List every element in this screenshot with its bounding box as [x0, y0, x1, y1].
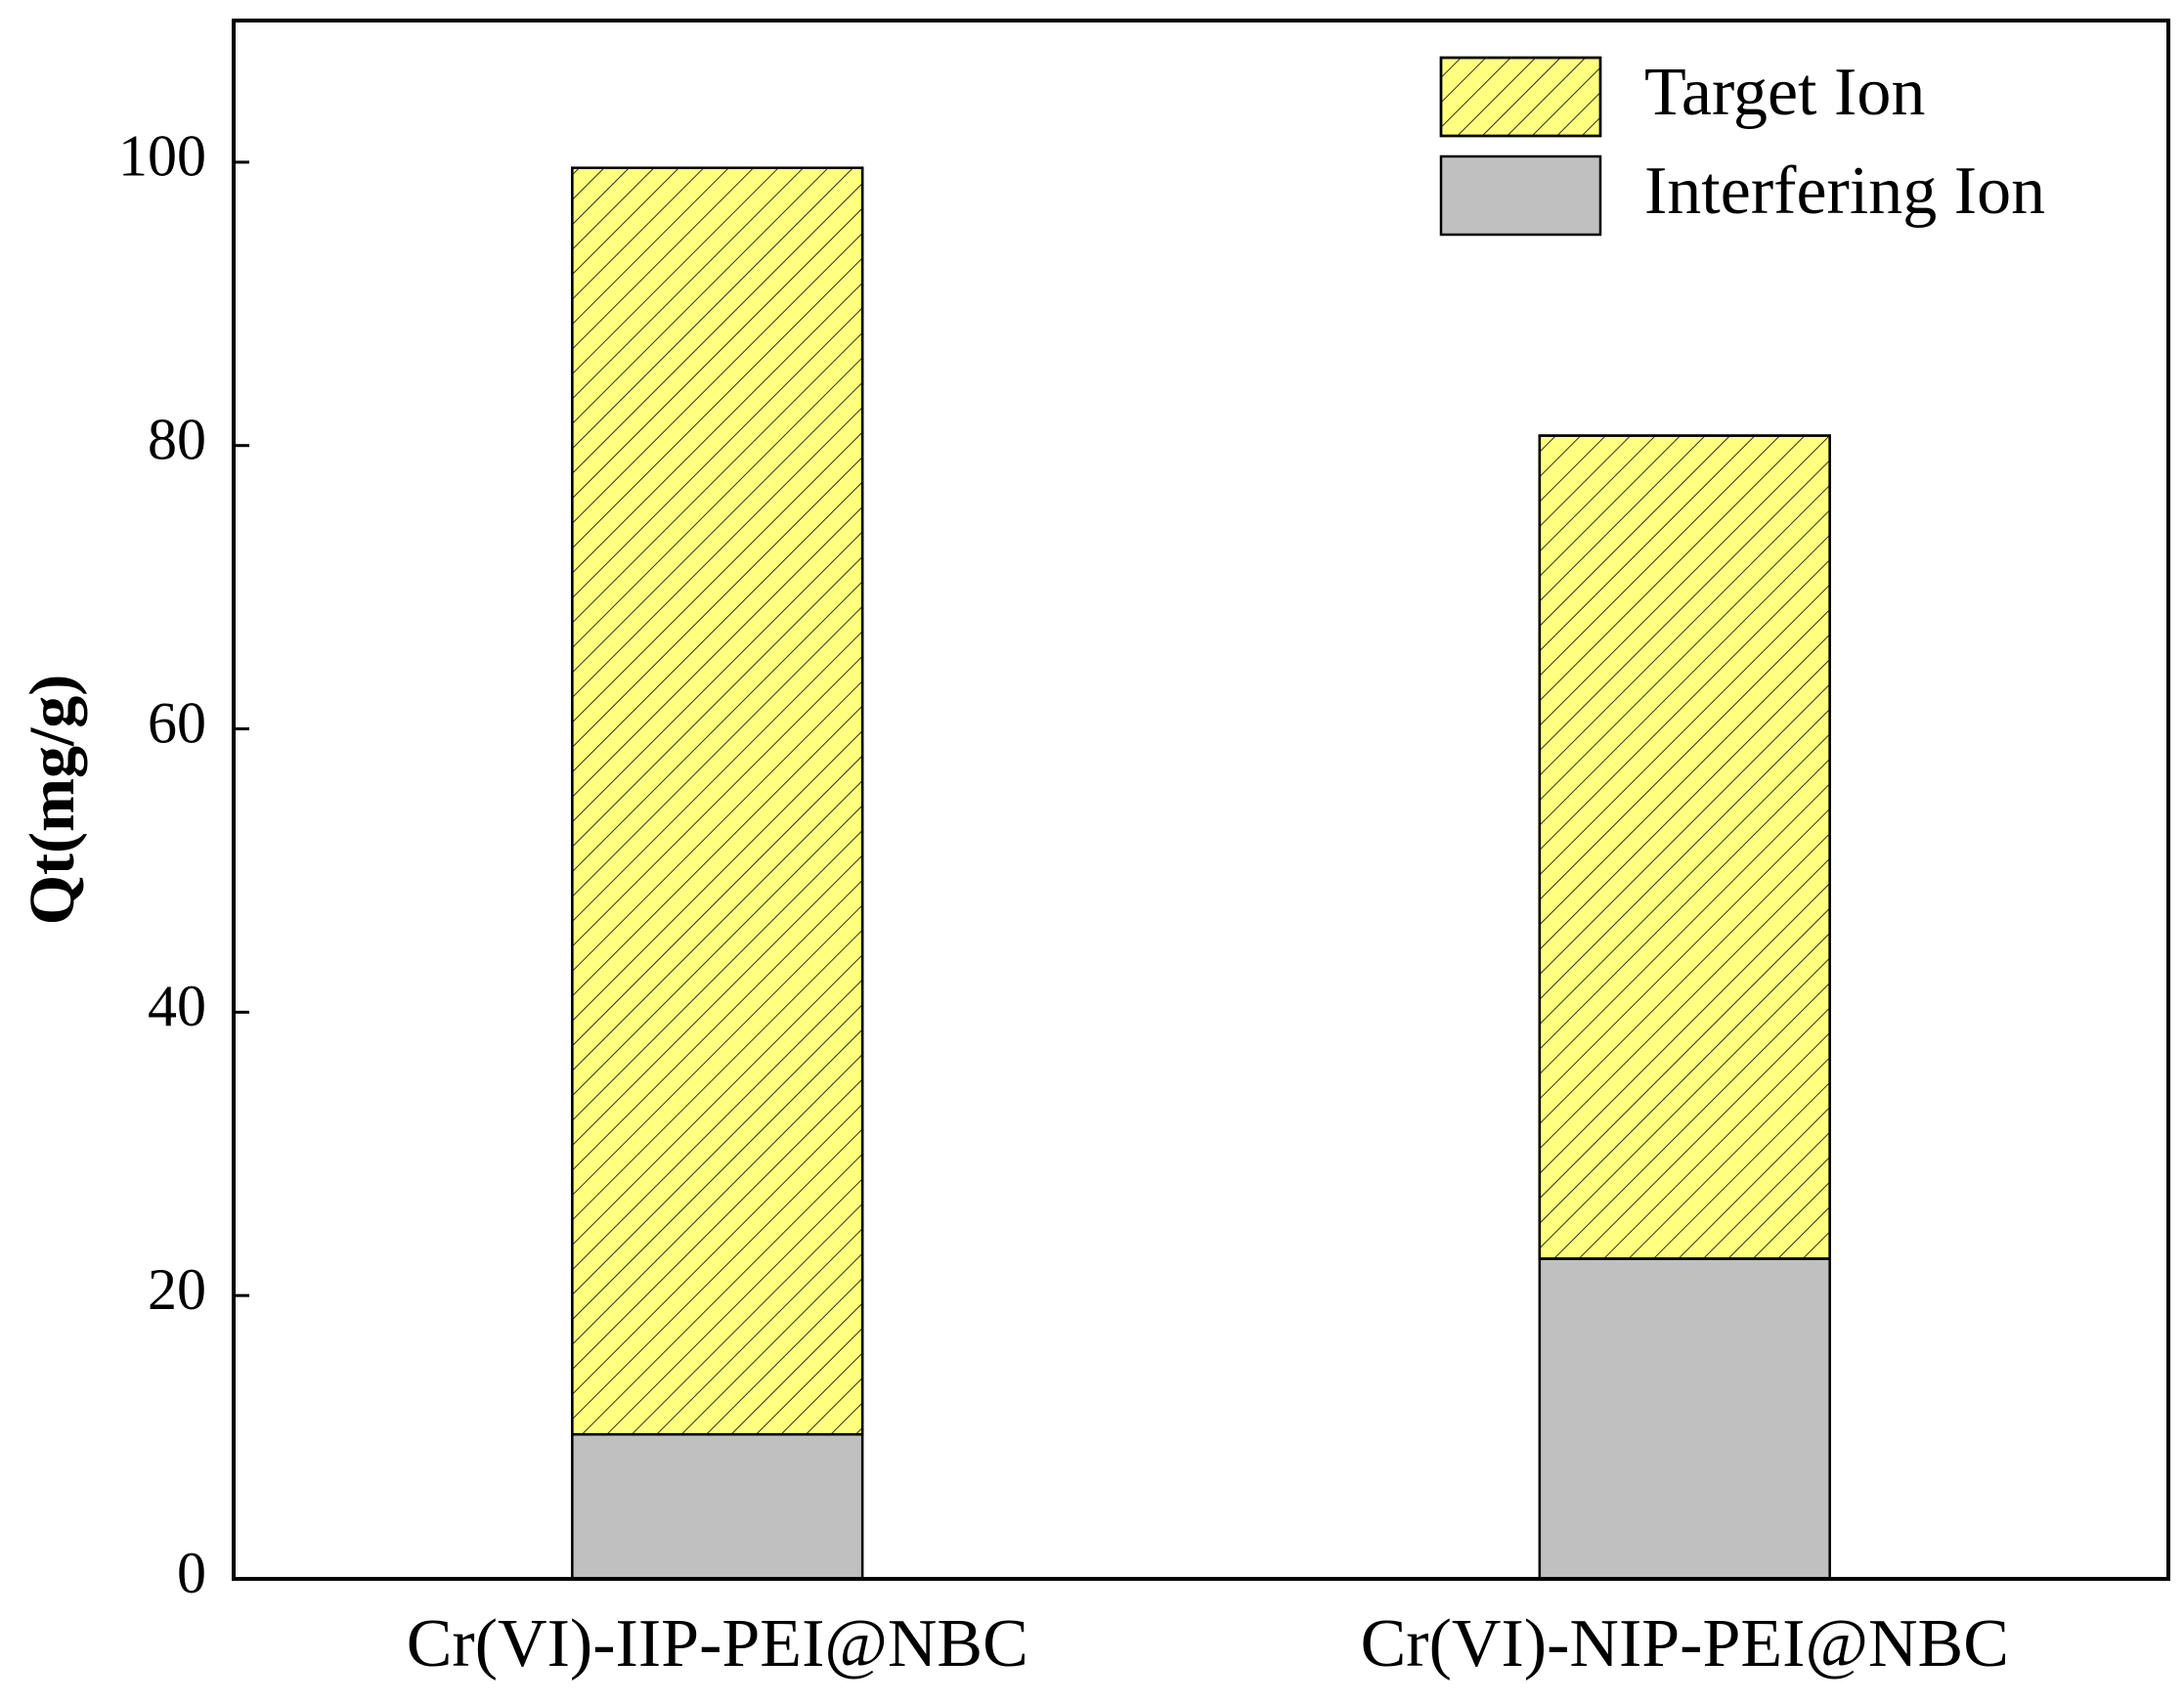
y-axis-label: Qt(mg/g) — [17, 675, 88, 926]
legend-swatch — [1439, 154, 1602, 237]
legend-hatch — [1439, 56, 1602, 138]
y-tick-label: 80 — [148, 407, 206, 471]
bar-hatch — [1538, 434, 1831, 1260]
bar-segment — [571, 1432, 864, 1581]
legend-label: Interfering Ion — [1644, 153, 2045, 229]
y-tick-label: 100 — [118, 124, 206, 189]
y-tick-label: 0 — [177, 1541, 206, 1605]
marks: 0 20 40 60 80 100 Cr(VI)-IIP-PEI@NBC Cr(VI)-NIP… — [118, 55, 2045, 1682]
y-tick-label: 20 — [148, 1257, 206, 1322]
bar-hatch — [571, 166, 864, 1436]
legend-label: Target Ion — [1644, 55, 1925, 130]
x-tick-label: Cr(VI)-IIP-PEI@NBC — [407, 1606, 1028, 1682]
bar-segment — [1538, 1257, 1831, 1581]
x-tick-label: Cr(VI)-NIP-PEI@NBC — [1361, 1606, 2009, 1682]
y-tick-label: 40 — [148, 974, 206, 1038]
axes-frame — [232, 19, 2170, 1581]
plot-area — [234, 21, 2168, 1579]
y-tick-label: 60 — [148, 690, 206, 755]
